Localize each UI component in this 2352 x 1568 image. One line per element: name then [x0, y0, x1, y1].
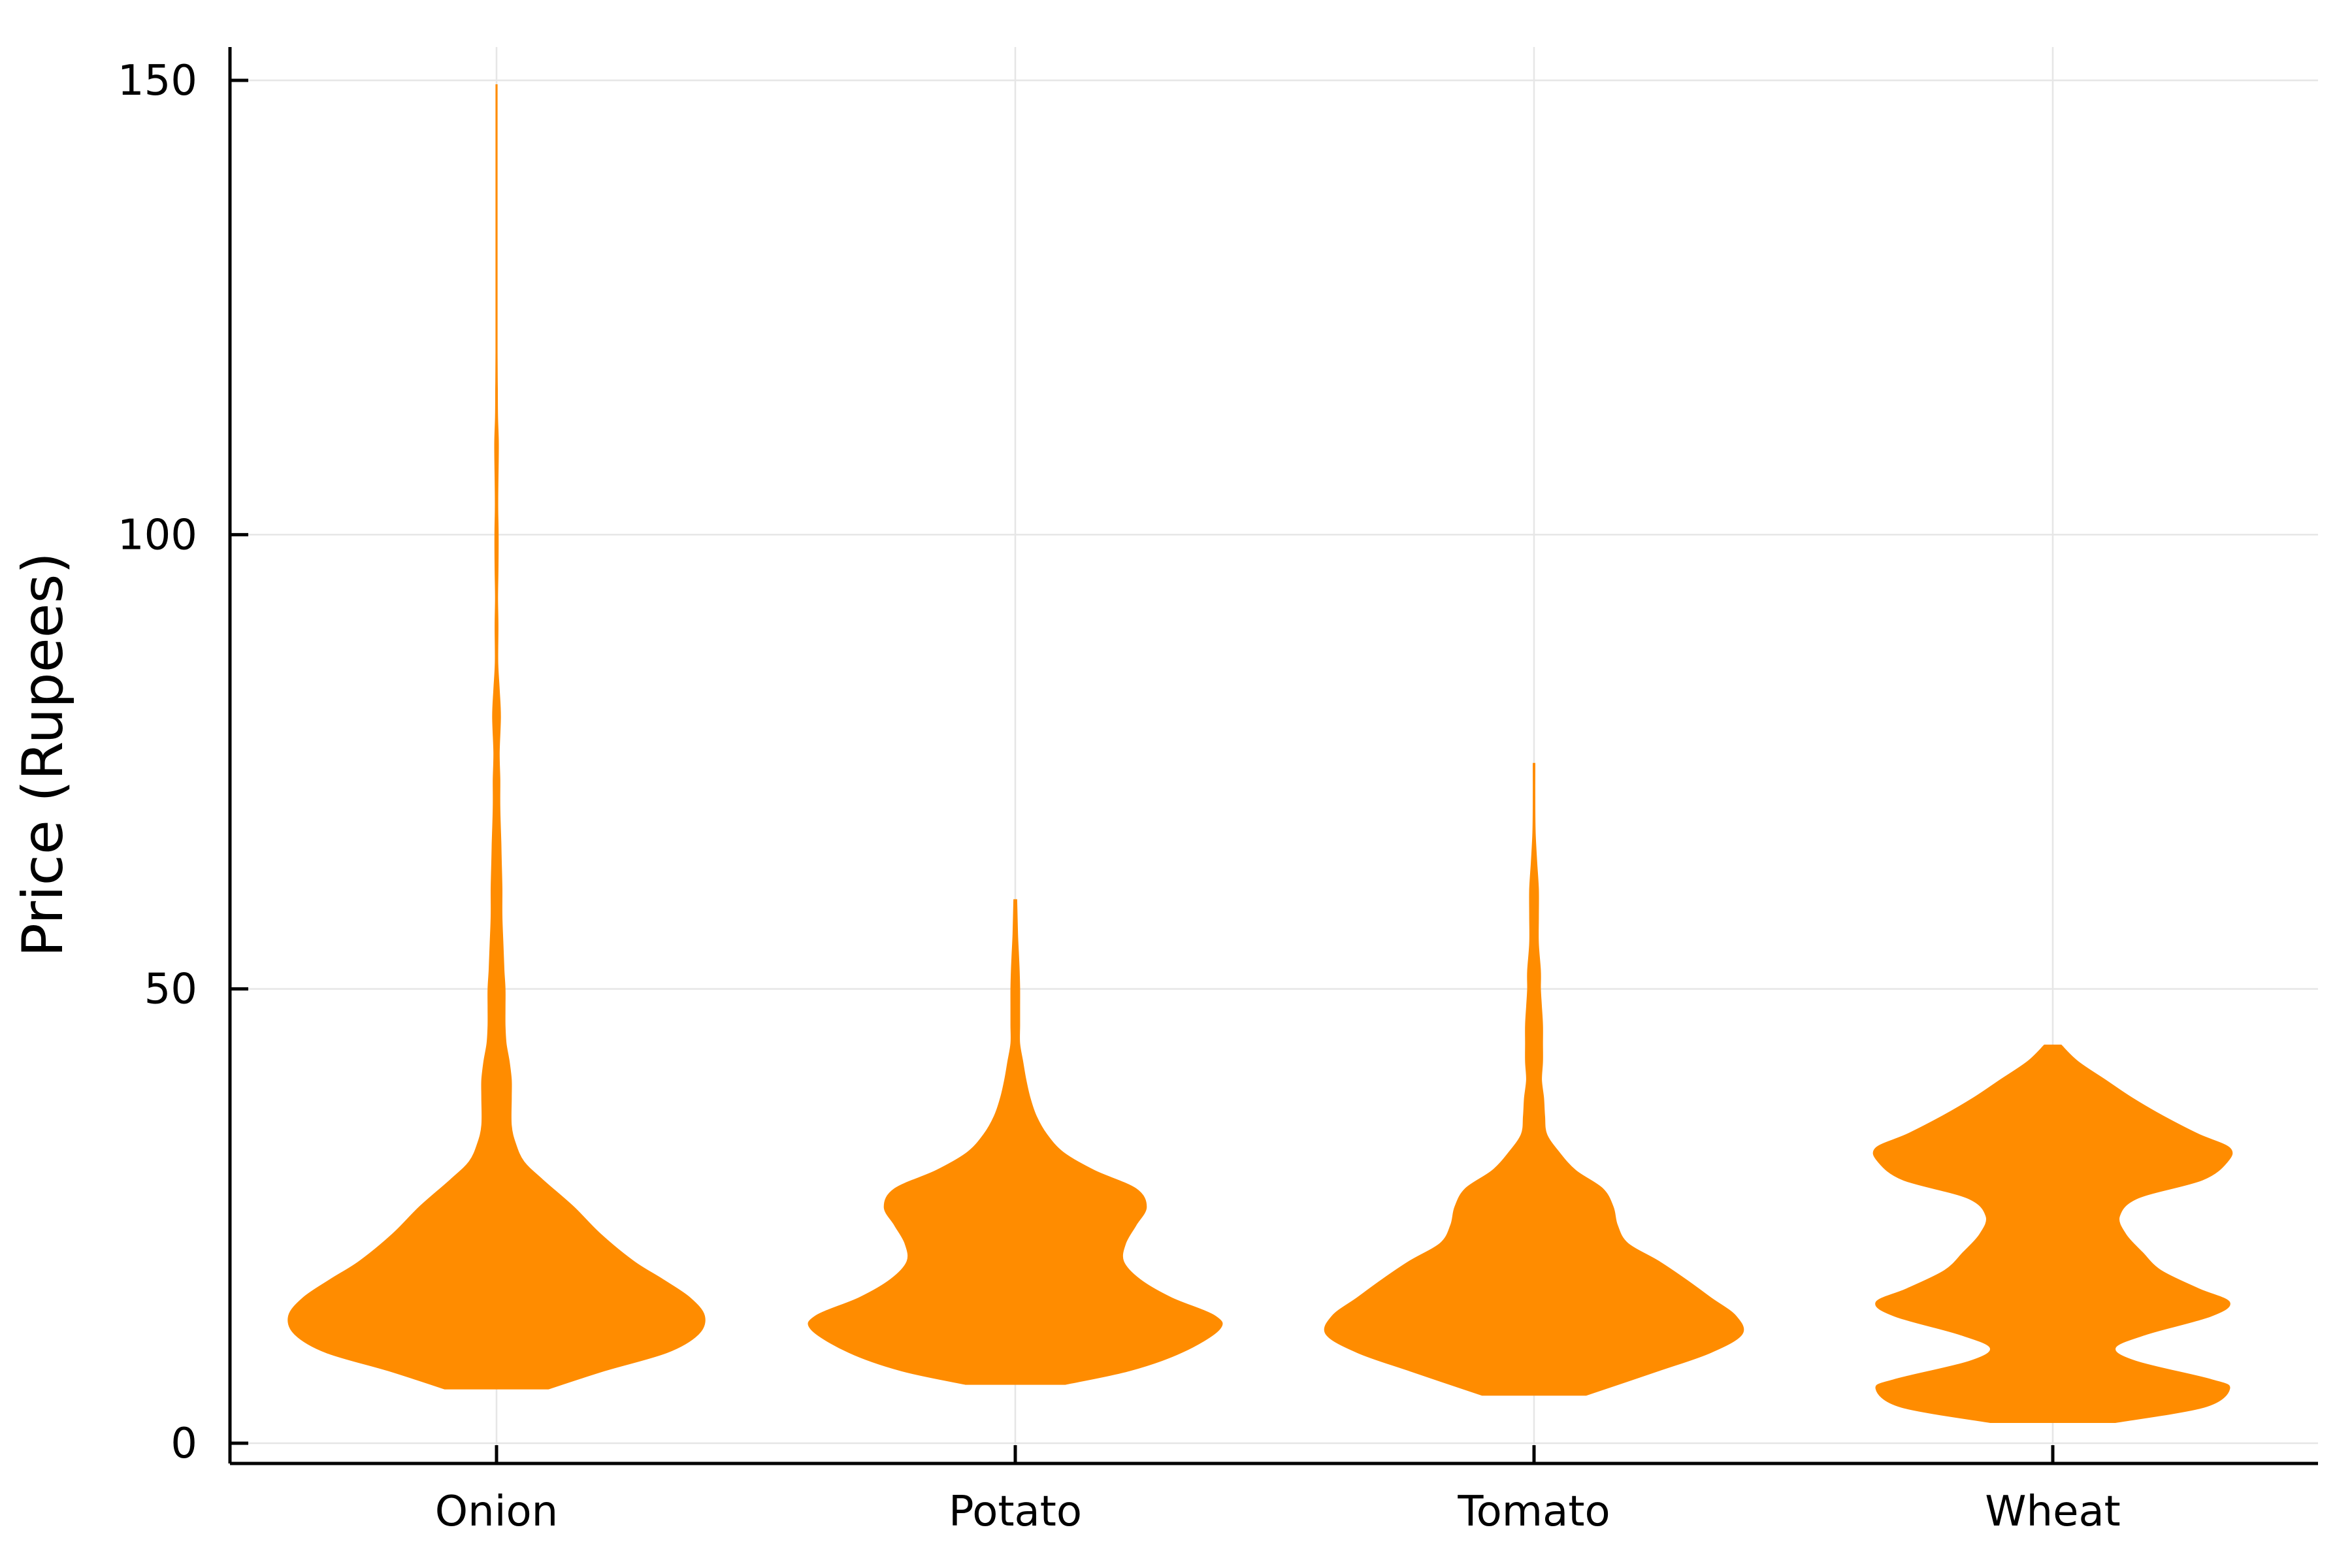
violin-onion [287, 84, 706, 1390]
x-tick-label-1: Potato [949, 1488, 1082, 1536]
violin-potato [808, 899, 1223, 1385]
x-tick-label-2: Tomato [1457, 1488, 1610, 1536]
x-tick-label-3: Wheat [1985, 1488, 2121, 1536]
y-tick-label-100: 100 [118, 511, 197, 559]
violin-tomato [1324, 762, 1744, 1396]
violins [287, 84, 2233, 1423]
x-tick-label-0: Onion [435, 1488, 558, 1536]
violin-wheat [1872, 1044, 2233, 1423]
ticks: 0 50 100 150 Onion Potato Tomato Wheat [118, 57, 2121, 1536]
y-tick-label-50: 50 [144, 966, 197, 1014]
y-tick-label-150: 150 [118, 57, 197, 105]
axes [228, 47, 2318, 1465]
y-tick-label-0: 0 [171, 1420, 197, 1468]
y-axis-title: Price (Rupees) [10, 552, 76, 957]
